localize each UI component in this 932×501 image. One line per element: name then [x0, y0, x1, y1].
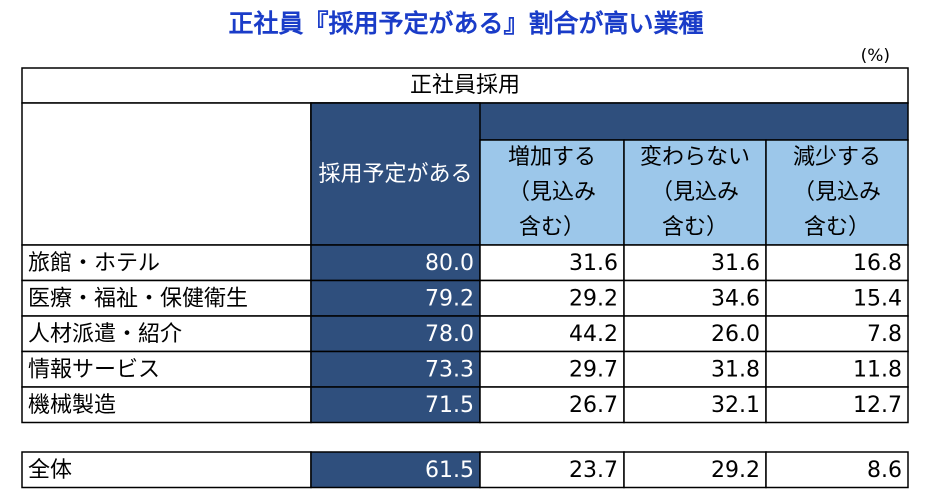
- row-label: 全体: [28, 458, 72, 483]
- value-cell: [765, 451, 909, 489]
- label-cell: [21, 350, 312, 388]
- group-header: 正社員採用: [410, 73, 520, 98]
- column-header: 採用予定がある: [318, 162, 472, 187]
- header-cell: [765, 139, 909, 246]
- cell-value: 79.2: [425, 287, 474, 312]
- column-header: 変わらない: [640, 145, 750, 170]
- column-header: 含む）: [804, 215, 870, 240]
- value-cell: [479, 451, 625, 489]
- cell-value: 32.1: [711, 393, 760, 418]
- row-label: 医療・福祉・保健衛生: [28, 287, 248, 312]
- header-cell: [310, 102, 481, 246]
- cell-value: 12.7: [853, 393, 902, 418]
- column-header: （見込み: [651, 180, 739, 205]
- column-header: （見込み: [508, 180, 596, 205]
- unit: (%): [861, 46, 890, 66]
- value-cell: [310, 386, 481, 424]
- value-cell: [765, 315, 909, 353]
- cell-value: 7.8: [867, 322, 902, 347]
- cell-value: 11.8: [853, 358, 902, 383]
- column-header: 減少する: [793, 145, 881, 170]
- header-cell: [623, 139, 767, 246]
- value-cell: [623, 315, 767, 353]
- title: 正社員『採用予定がある』割合が高い業種: [228, 9, 703, 38]
- cell-value: 26.0: [711, 322, 760, 347]
- label-cell: [21, 386, 312, 424]
- cell-value: 29.7: [569, 358, 618, 383]
- cell-value: 16.8: [853, 251, 902, 276]
- value-cell: [310, 244, 481, 282]
- cell-value: 23.7: [569, 458, 618, 483]
- cell-value: 31.6: [569, 251, 618, 276]
- label-cell: [21, 279, 312, 317]
- cell-value: 80.0: [425, 251, 474, 276]
- cell-value: 61.5: [425, 458, 474, 483]
- column-header: 含む）: [662, 215, 728, 240]
- cell-value: 73.3: [425, 358, 474, 383]
- value-cell: [765, 244, 909, 282]
- row-label: 情報サービス: [28, 358, 160, 383]
- cell-value: 71.5: [425, 393, 474, 418]
- row-label: 旅館・ホテル: [28, 251, 160, 276]
- cell-value: 31.8: [711, 358, 760, 383]
- cell-value: 44.2: [569, 322, 618, 347]
- header-blank: [21, 102, 312, 246]
- cell-value: 15.4: [853, 287, 902, 312]
- value-cell: [310, 315, 481, 353]
- cell-value: 8.6: [867, 458, 902, 483]
- column-header: 含む）: [519, 215, 585, 240]
- value-cell: [765, 279, 909, 317]
- column-header: （見込み: [793, 180, 881, 205]
- value-cell: [765, 350, 909, 388]
- row-label: 機械製造: [28, 393, 116, 418]
- cell-value: 26.7: [569, 393, 618, 418]
- column-header: 増加する: [508, 145, 596, 170]
- label-cell: [21, 315, 312, 353]
- header-cell: [479, 139, 625, 246]
- value-cell: [623, 451, 767, 489]
- value-cell: [479, 315, 625, 353]
- cell-value: 34.6: [711, 287, 760, 312]
- value-cell: [623, 244, 767, 282]
- cell-value: 78.0: [425, 322, 474, 347]
- value-cell: [479, 386, 625, 424]
- value-cell: [765, 386, 909, 424]
- value-cell: [479, 279, 625, 317]
- cell-value: 31.6: [711, 251, 760, 276]
- cell-value: 29.2: [569, 287, 618, 312]
- value-cell: [310, 350, 481, 388]
- cell-value: 29.2: [711, 458, 760, 483]
- group-header-cell: [21, 67, 909, 104]
- row-label: 人材派遣・紹介: [28, 322, 182, 347]
